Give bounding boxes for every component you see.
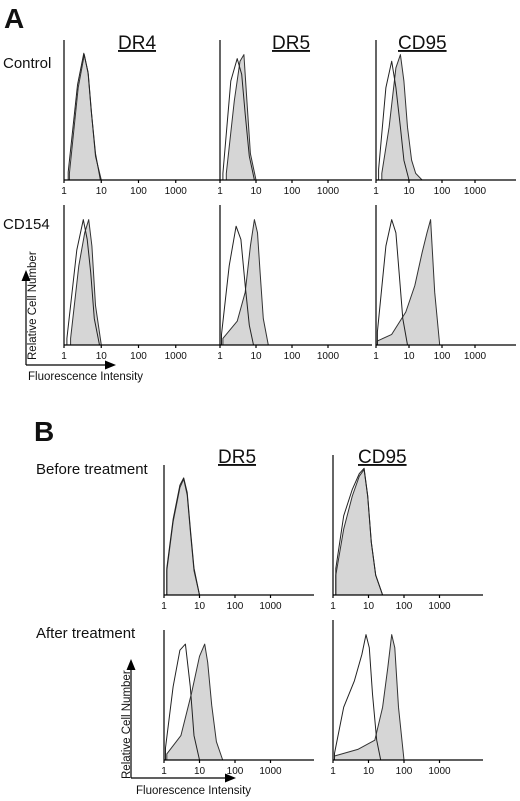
x-tick-label: 1000	[259, 766, 282, 777]
histogram-cd154-dr5: 1 10 100 1000	[217, 205, 372, 362]
b-row-label-after: After treatment	[36, 625, 136, 642]
histogram-cd154-dr4: 1 10 100 1000	[61, 205, 221, 362]
x-tick-label: 1	[373, 186, 379, 197]
open-histogram	[378, 60, 410, 181]
a-row-label-cd154: CD154	[3, 216, 50, 233]
open-histogram	[66, 219, 100, 346]
x-tick-label: 10	[96, 351, 108, 362]
x-tick-label: 1	[217, 186, 223, 197]
filled-histogram	[222, 219, 269, 346]
histogram-before-treatment-dr5: 1 10 100 1000	[161, 465, 314, 612]
x-tick-label: 10	[96, 186, 108, 197]
b-col-title-cd95: CD95	[358, 447, 407, 468]
open-histogram	[334, 634, 382, 761]
histogram-after-treatment-cd95: 1 10 100 1000	[330, 620, 483, 777]
open-histogram	[335, 467, 384, 596]
open-histogram	[166, 477, 200, 596]
filled-histogram	[166, 643, 224, 761]
open-histogram	[165, 643, 200, 761]
x-tick-label: 100	[130, 186, 147, 197]
x-tick-label: 1000	[317, 186, 340, 197]
x-tick-label: 10	[194, 601, 206, 612]
x-tick-label: 100	[434, 351, 451, 362]
x-tick-label: 1000	[464, 186, 487, 197]
x-tick-label: 100	[284, 351, 301, 362]
open-histogram	[222, 58, 255, 181]
x-tick-label: 1000	[428, 601, 451, 612]
x-tick-label: 100	[396, 766, 413, 777]
x-tick-label: 1	[161, 601, 167, 612]
panel-a-letter: A	[4, 3, 24, 34]
x-tick-label: 100	[130, 351, 147, 362]
open-histogram	[221, 225, 254, 346]
b-y-axis-title: Relative Cell Number	[121, 670, 133, 779]
x-tick-label: 1	[217, 351, 223, 362]
filled-histogram	[70, 219, 102, 346]
x-tick-label: 10	[403, 186, 415, 197]
b-axis-indicator	[126, 659, 236, 783]
x-tick-label: 1000	[428, 766, 451, 777]
histogram-control-cd95: 1 10 100 1000	[373, 40, 516, 197]
b-row-label-before: Before treatment	[36, 461, 149, 478]
open-histogram	[376, 219, 408, 346]
x-tick-label: 100	[227, 766, 244, 777]
x-tick-label: 100	[434, 186, 451, 197]
x-tick-label: 1	[61, 351, 67, 362]
a-axis-indicator	[21, 270, 116, 370]
x-tick-label: 1	[373, 351, 379, 362]
a-y-axis-title: Relative Cell Number	[27, 251, 39, 360]
x-tick-label: 100	[396, 601, 413, 612]
x-tick-label: 10	[363, 601, 375, 612]
a-col-title-cd95: CD95	[398, 33, 447, 54]
x-tick-label: 100	[227, 601, 244, 612]
x-tick-label: 1000	[165, 351, 188, 362]
filled-histogram	[334, 634, 405, 761]
histogram-panels: 1 10 100 1000 1 10 100 1000 1 10 100 1000 1 10 100 1000…	[61, 40, 516, 777]
open-histogram	[67, 52, 101, 181]
x-tick-label: 1	[61, 186, 67, 197]
histogram-control-dr5: 1 10 100 1000	[217, 40, 372, 197]
a-col-title-dr5: DR5	[272, 33, 310, 54]
x-tick-label: 1	[330, 766, 336, 777]
filled-histogram	[376, 219, 441, 346]
a-x-axis-title: Fluorescence Intensity	[28, 371, 143, 383]
histogram-after-treatment-dr5: 1 10 100 1000	[161, 630, 314, 777]
x-tick-label: 10	[250, 186, 262, 197]
filled-histogram	[381, 54, 423, 181]
x-tick-label: 10	[194, 766, 206, 777]
x-tick-label: 10	[250, 351, 262, 362]
x-tick-label: 1000	[317, 351, 340, 362]
x-tick-label: 1	[330, 601, 336, 612]
x-tick-label: 1	[161, 766, 167, 777]
histogram-cd154-cd95: 1 10 100 1000	[373, 205, 516, 362]
panel-b-letter: B	[34, 416, 54, 447]
a-col-title-dr4: DR4	[118, 33, 156, 54]
b-x-axis-title: Fluorescence Intensity	[136, 785, 251, 797]
x-tick-label: 10	[403, 351, 415, 362]
a-row-label-control: Control	[3, 55, 51, 72]
x-tick-label: 1000	[165, 186, 188, 197]
histogram-control-dr4: 1 10 100 1000	[61, 40, 221, 197]
histogram-before-treatment-cd95: 1 10 100 1000	[330, 455, 483, 612]
x-tick-label: 10	[363, 766, 375, 777]
x-tick-label: 1000	[464, 351, 487, 362]
x-tick-label: 100	[284, 186, 301, 197]
x-tick-label: 1000	[259, 601, 282, 612]
filled-histogram	[166, 478, 200, 596]
b-col-title-dr5: DR5	[218, 447, 256, 468]
